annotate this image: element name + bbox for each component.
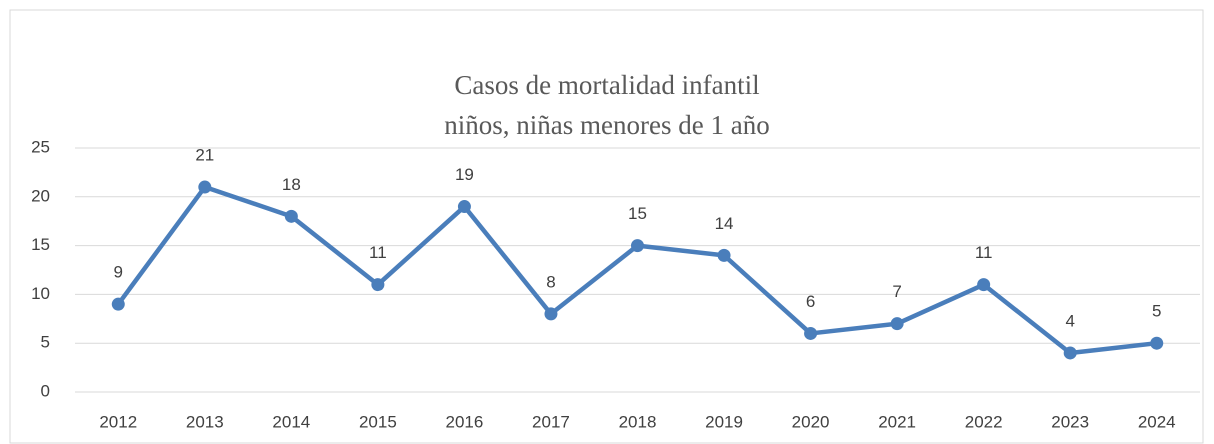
data-label: 15 [628,204,647,223]
x-tick-label: 2019 [705,412,743,431]
x-tick-label: 2015 [359,412,397,431]
data-point [544,307,558,321]
y-tick-label: 10 [31,284,50,303]
data-point [1063,346,1077,360]
data-label: 18 [282,175,301,194]
x-tick-label: 2024 [1138,412,1176,431]
x-tick-label: 2018 [619,412,657,431]
data-point [717,248,731,262]
y-tick-label: 20 [31,186,50,205]
data-label: 8 [546,272,555,291]
data-label: 5 [1152,302,1161,321]
x-tick-label: 2021 [878,412,916,431]
data-point [111,297,125,311]
data-point [457,200,471,214]
chart-title: Casos de mortalidad infantil [454,70,759,100]
data-label: 6 [806,292,815,311]
data-label: 4 [1065,311,1074,330]
x-tick-label: 2012 [99,412,137,431]
data-label: 14 [715,214,734,233]
y-tick-label: 0 [41,381,50,400]
chart-subtitle: niños, niñas menores de 1 año [444,110,769,140]
data-label: 21 [195,146,214,165]
data-point [977,278,991,292]
data-point [890,317,904,331]
x-tick-label: 2013 [186,412,224,431]
x-tick-label: 2023 [1051,412,1089,431]
chart-border [9,9,1204,444]
data-label: 7 [892,282,901,301]
data-label: 19 [455,165,474,184]
data-label: 11 [975,243,993,262]
data-point [804,326,818,340]
data-point [198,180,212,194]
y-tick-label: 15 [31,235,50,254]
data-point [371,278,385,292]
x-tick-label: 2017 [532,412,570,431]
x-tick-label: 2014 [272,412,310,431]
data-point [1150,336,1164,350]
x-tick-label: 2016 [446,412,484,431]
y-tick-label: 5 [41,333,50,352]
x-tick-label: 2020 [792,412,830,431]
x-tick-label: 2022 [965,412,1003,431]
data-point [631,239,644,253]
data-label: 9 [114,263,123,282]
data-label: 11 [369,243,387,262]
y-tick-label: 25 [31,137,50,156]
data-point [284,209,298,223]
